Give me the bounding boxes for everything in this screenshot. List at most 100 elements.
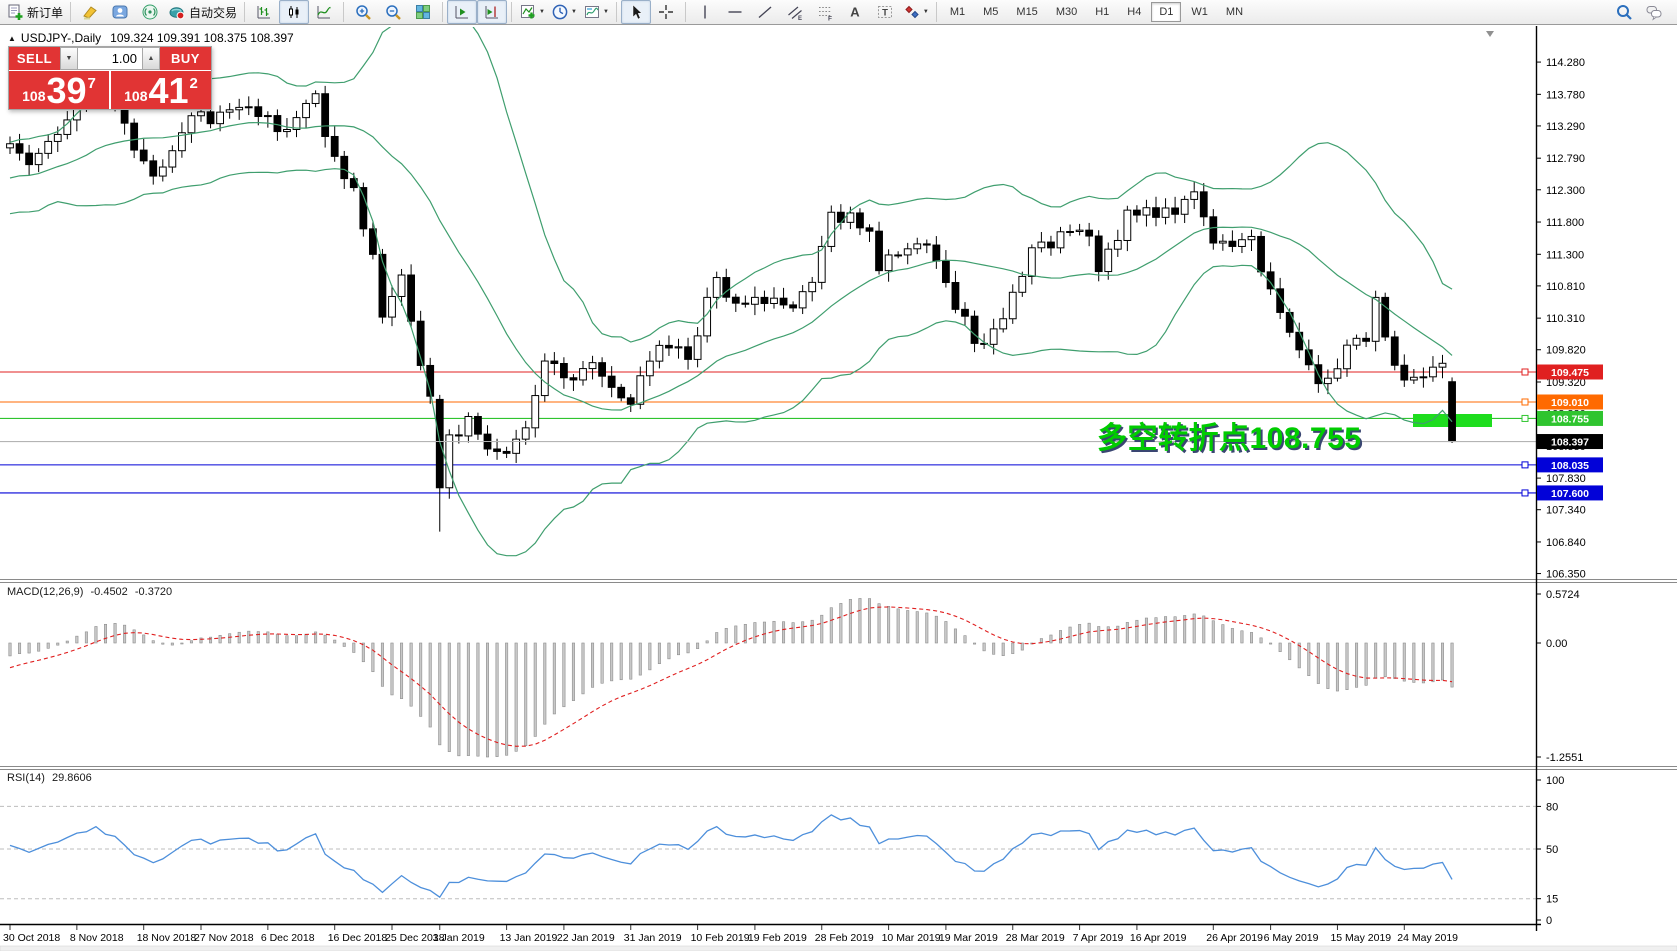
text-button[interactable]: A — [840, 0, 870, 24]
price-tag — [1537, 394, 1603, 410]
periods-button[interactable]: ▼ — [548, 0, 580, 24]
timeframe-h1[interactable]: H1 — [1095, 6, 1110, 18]
indicators-button[interactable]: ▼ — [516, 0, 548, 24]
zoom-out-button[interactable] — [378, 0, 408, 24]
macd-histogram-bar — [180, 642, 184, 645]
macd-histogram-bar — [505, 642, 509, 756]
svg-text:T: T — [882, 8, 888, 19]
text-label-button[interactable]: T — [870, 0, 900, 24]
macd-histogram-bar — [1230, 628, 1234, 644]
signals-button[interactable] — [135, 0, 165, 24]
chevron-down-icon[interactable]: ▼ — [570, 9, 577, 15]
candle-body — [913, 243, 922, 250]
volume-increase-button[interactable]: ▲ — [142, 47, 160, 70]
sell-price-big: 39 — [46, 70, 87, 111]
collapse-trade-panel-icon[interactable]: ▲ — [8, 33, 16, 43]
macd-histogram-bar — [1001, 642, 1005, 656]
hline-handle[interactable] — [1521, 368, 1529, 376]
candle-body — [63, 119, 72, 135]
chart-shift-button[interactable] — [477, 0, 508, 24]
macd-histogram-bar — [132, 629, 136, 644]
timeframe-m15[interactable]: M15 — [1016, 6, 1038, 18]
new-order-button[interactable]: 新订单 — [3, 0, 66, 24]
buy-price[interactable]: 108 41 2 — [111, 71, 211, 109]
line-chart-button[interactable] — [309, 0, 339, 24]
sell-button[interactable]: SELL — [9, 47, 60, 70]
zoom-in-button[interactable] — [348, 0, 378, 24]
autotrade-button[interactable]: 自动交易 — [165, 0, 240, 24]
bar-chart-button[interactable] — [249, 0, 279, 24]
templates-button[interactable]: ▼ — [580, 0, 612, 24]
macd-histogram-bar — [552, 642, 556, 715]
hline-button[interactable] — [720, 0, 750, 24]
candle-body — [779, 297, 788, 306]
chat-icon — [1646, 6, 1662, 21]
hline-handle[interactable] — [1521, 398, 1529, 406]
macd-histogram-bar — [199, 637, 203, 644]
macd-histogram-bar — [457, 642, 461, 757]
macd-histogram-bar — [953, 628, 957, 644]
community-button[interactable] — [105, 0, 135, 24]
candle-body — [731, 296, 740, 304]
price-axis-label: 112.790 — [1546, 153, 1585, 165]
community-icon — [112, 5, 128, 19]
hline-handle[interactable] — [1521, 461, 1529, 469]
macd-histogram-bar — [973, 642, 977, 645]
timeframe-mn[interactable]: MN — [1225, 6, 1244, 18]
hline-handle[interactable] — [1521, 414, 1529, 422]
chevron-down-icon[interactable]: ▼ — [602, 9, 609, 15]
candle-body — [1190, 191, 1199, 200]
candle-body — [1419, 376, 1428, 379]
macd-histogram-bar — [428, 642, 432, 728]
timeframe-m1[interactable]: M1 — [949, 6, 966, 18]
timeframe-d1[interactable]: D1 — [1151, 2, 1182, 22]
highlight-button[interactable] — [75, 0, 105, 24]
tile-windows-button[interactable] — [408, 0, 438, 24]
macd-histogram-bar — [562, 642, 566, 708]
timeframe-h4[interactable]: H4 — [1127, 6, 1142, 18]
volume-decrease-button[interactable]: ▼ — [60, 47, 78, 70]
price-axis-label: 113.290 — [1546, 121, 1585, 133]
vline-button[interactable] — [690, 0, 720, 24]
chevron-down-icon[interactable]: ▼ — [539, 9, 545, 15]
timeframe-w1[interactable]: W1 — [1191, 6, 1208, 18]
macd-histogram-bar — [820, 614, 824, 644]
timeframe-m30[interactable]: M30 — [1055, 6, 1078, 18]
arrows-button[interactable]: ▼ — [900, 0, 932, 24]
buy-button[interactable]: BUY — [160, 47, 211, 70]
macd-histogram-bar — [285, 635, 289, 644]
macd-histogram-bar — [1431, 642, 1435, 683]
sell-price[interactable]: 108 39 7 — [9, 71, 109, 109]
macd-histogram-bar — [667, 642, 671, 660]
macd-histogram-bar — [801, 621, 805, 644]
price-axis-label: 109.820 — [1546, 345, 1586, 357]
candle-body — [1400, 364, 1409, 381]
macd-histogram-bar — [314, 631, 318, 644]
chart-shift-marker[interactable] — [1486, 31, 1494, 37]
trendline-button[interactable] — [750, 0, 780, 24]
hline-handle[interactable] — [1521, 489, 1529, 497]
chat-button[interactable] — [1639, 0, 1669, 24]
chevron-down-icon[interactable]: ▼ — [922, 9, 929, 15]
candle-body — [1276, 288, 1285, 313]
fibo-button[interactable]: F — [810, 0, 840, 24]
candle-body — [378, 253, 387, 318]
cursor-button[interactable] — [620, 0, 651, 24]
candle-body — [865, 227, 874, 232]
search-button[interactable] — [1609, 0, 1639, 24]
timeframe-m5[interactable]: M5 — [983, 6, 999, 18]
candle-chart-button[interactable] — [279, 0, 310, 24]
macd-histogram-bar — [514, 642, 518, 752]
crosshair-button[interactable] — [651, 0, 681, 24]
macd-histogram-bar — [533, 642, 537, 737]
channel-button[interactable]: E — [780, 0, 810, 24]
macd-histogram-bar — [1211, 620, 1215, 644]
toolbar-separator — [244, 2, 246, 22]
candle-body — [158, 166, 167, 177]
volume-input[interactable] — [78, 47, 142, 70]
auto-scroll-button[interactable] — [447, 0, 478, 24]
macd-histogram-bar — [1135, 619, 1139, 644]
macd-histogram-bar — [380, 642, 384, 687]
macd-histogram-bar — [992, 642, 996, 655]
